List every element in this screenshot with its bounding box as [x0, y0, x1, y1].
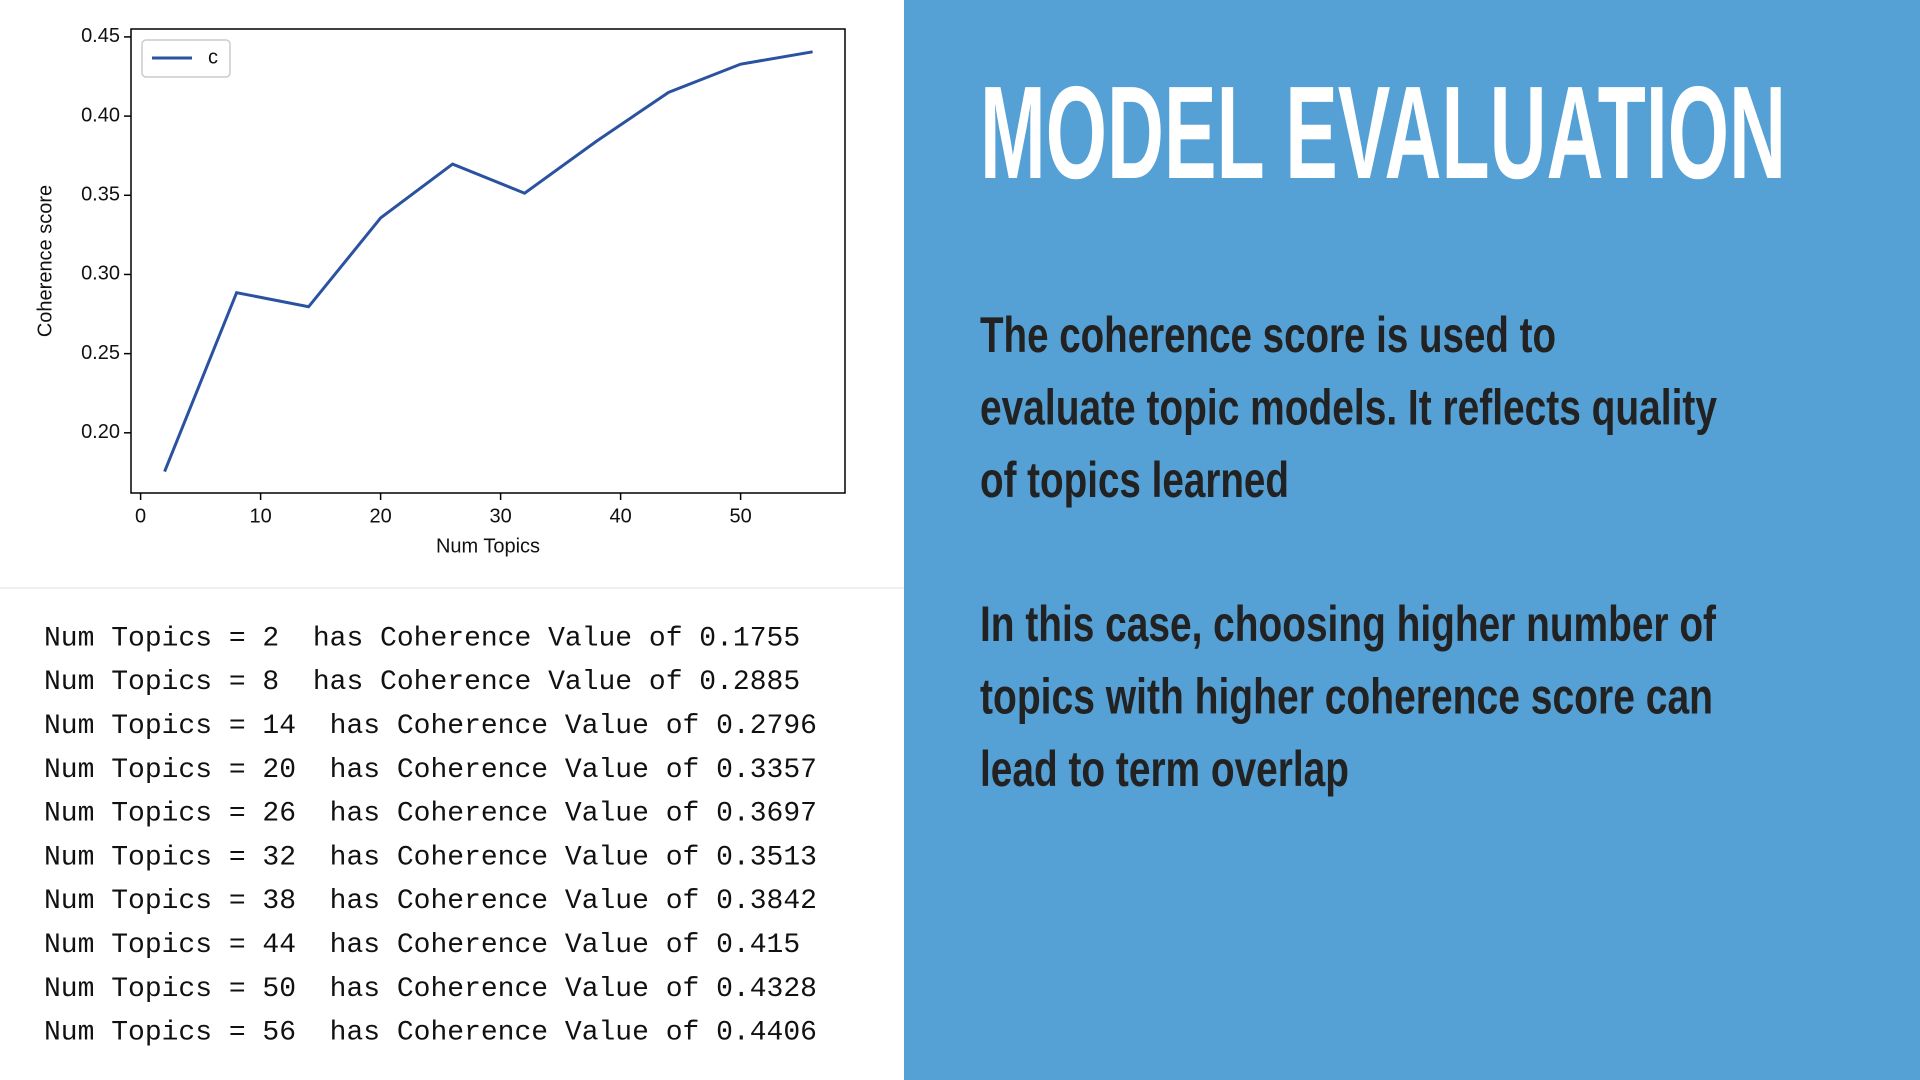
plot-frame — [130, 28, 846, 494]
console-line: Num Topics = 8 has Coherence Value of 0.… — [44, 667, 800, 698]
x-axis-label: Num Topics — [436, 535, 540, 557]
data-line — [163, 50, 813, 473]
paragraph-line: The coherence score is used to — [980, 307, 1556, 363]
legend-label: c — [208, 46, 218, 68]
y-tick-label: 0.45 — [81, 25, 120, 47]
console-line: Num Topics = 14 has Coherence Value of 0… — [44, 711, 817, 742]
y-tick-label: 0.40 — [81, 104, 120, 126]
console-line: Num Topics = 56 has Coherence Value of 0… — [44, 1018, 817, 1049]
x-tick-label: 0 — [135, 505, 146, 527]
paragraph-line: topics with higher coherence score can — [980, 669, 1713, 725]
paragraph-line: of topics learned — [980, 452, 1289, 508]
x-tick-label: 10 — [249, 505, 271, 527]
paragraph-line: In this case, choosing higher number of — [980, 596, 1716, 652]
console-line: Num Topics = 20 has Coherence Value of 0… — [44, 755, 817, 786]
console-line: Num Topics = 2 has Coherence Value of 0.… — [44, 623, 800, 654]
y-tick-label: 0.25 — [81, 342, 120, 364]
console-line: Num Topics = 26 has Coherence Value of 0… — [44, 799, 817, 830]
x-tick-label: 50 — [729, 505, 751, 527]
x-tick-label: 30 — [489, 505, 511, 527]
right-panel — [904, 0, 1920, 1080]
x-tick-label: 40 — [609, 505, 631, 527]
paragraph-line: evaluate topic models. It reflects quali… — [980, 380, 1717, 436]
console-line: Num Topics = 38 has Coherence Value of 0… — [44, 886, 817, 917]
y-tick-label: 0.20 — [81, 421, 120, 443]
paragraph-line: lead to term overlap — [980, 741, 1349, 797]
y-tick-label: 0.35 — [81, 184, 120, 206]
y-axis-label: Coherence score — [34, 185, 56, 337]
console-line: Num Topics = 50 has Coherence Value of 0… — [44, 974, 817, 1005]
console-line: Num Topics = 32 has Coherence Value of 0… — [44, 842, 817, 873]
slide-title: MODEL EVALUATION — [980, 59, 1786, 206]
console-line: Num Topics = 44 has Coherence Value of 0… — [44, 930, 800, 961]
y-tick-label: 0.30 — [81, 263, 120, 285]
left-panel — [0, 0, 904, 1080]
x-tick-label: 20 — [369, 505, 391, 527]
